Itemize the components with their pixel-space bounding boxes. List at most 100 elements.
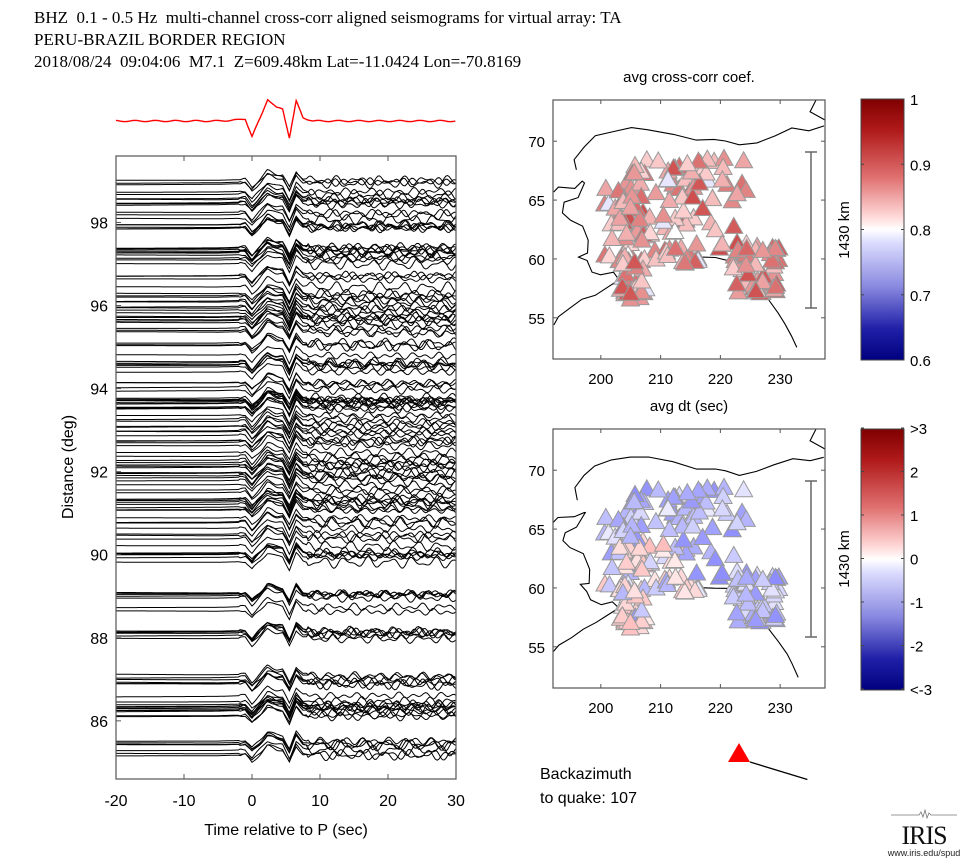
seismogram-trace	[116, 355, 456, 377]
station-triangle-icon	[610, 537, 630, 555]
seismogram-trace	[116, 582, 456, 603]
seismogram-trace	[116, 429, 456, 450]
station-triangle-icon	[736, 255, 756, 273]
station-triangle-icon	[665, 567, 686, 585]
map-x-tick-label: 200	[588, 371, 613, 388]
seismogram-trace	[116, 694, 456, 715]
seismogram-trace	[116, 202, 456, 222]
station-triangle-icon	[712, 563, 733, 581]
seismogram-trace	[116, 241, 456, 261]
station-triangle-icon	[733, 479, 754, 498]
map-y-tick-label: 70	[528, 134, 545, 151]
iris-logo-url: www.iris.edu/spud	[887, 848, 961, 858]
seismogram-trace	[116, 664, 456, 684]
map-y-tick-label: 55	[528, 640, 545, 657]
station-triangle-icon	[629, 209, 650, 227]
station-triangle-icon	[624, 162, 645, 181]
seismogram-trace	[116, 487, 456, 507]
seismogram-trace	[116, 310, 456, 330]
station-triangle-icon	[602, 557, 623, 575]
station-triangle-icon	[646, 182, 666, 201]
station-triangle-icon	[673, 200, 694, 219]
coastline-segment	[553, 511, 620, 652]
map1-scale-label: 1430 km	[836, 201, 853, 259]
section-x-tick-label: 30	[447, 793, 465, 810]
seismogram-trace	[116, 332, 456, 352]
station-triangle-icon	[664, 221, 685, 240]
station-triangle-icon	[658, 169, 678, 188]
station-triangle-icon	[620, 612, 641, 630]
seismogram-trace	[116, 666, 456, 687]
station-triangle-icon	[631, 281, 652, 300]
section-x-tick-label: -10	[172, 793, 195, 810]
station-triangle-icon	[712, 169, 733, 188]
seismogram-trace	[116, 536, 456, 556]
section-y-label: Distance (deg)	[60, 415, 77, 519]
seismogram-trace	[116, 705, 456, 726]
seismogram-trace	[116, 624, 456, 644]
seismogram-trace	[116, 729, 456, 751]
seismogram-trace	[116, 307, 456, 328]
station-triangle-icon	[765, 567, 786, 585]
seismogram-trace	[116, 411, 456, 431]
backazimuth-label-line2: to quake: 107	[540, 790, 637, 807]
seismogram-trace	[116, 172, 456, 192]
seismogram-trace	[116, 361, 456, 382]
station-triangle-icon	[686, 562, 707, 581]
seismogram-trace	[116, 596, 456, 617]
seismogram-logo-icon	[891, 808, 957, 820]
seismogram-trace	[116, 420, 456, 440]
section-frame	[115, 155, 457, 780]
coastline-segment	[574, 456, 824, 501]
station-triangle-icon	[686, 233, 707, 252]
seismogram-trace	[116, 496, 456, 517]
backazimuth-indicator: Backazimuth to quake: 107	[540, 743, 808, 807]
header-title-line1: BHZ 0.1 - 0.5 Hz multi-channel cross-cor…	[34, 8, 622, 27]
station-triangle-icon	[702, 188, 723, 207]
section-y-tick-label: 96	[90, 299, 108, 316]
seismogram-trace	[116, 275, 456, 295]
seismogram-trace	[116, 334, 456, 354]
seismogram-trace	[116, 685, 456, 705]
seismogram-trace	[116, 446, 456, 466]
station-triangle-icon	[752, 569, 773, 587]
seismogram-trace	[116, 247, 456, 266]
section-x-tick-label: 10	[311, 793, 329, 810]
station-triangle-icon	[636, 149, 657, 168]
colorbar-tick-label: -1	[910, 595, 923, 612]
station-triangle-icon	[738, 593, 758, 611]
colorbar-tick-label: 1	[910, 508, 918, 525]
map2-axes: 200 210 220 230 55 60 65 70	[528, 429, 825, 717]
seismogram-trace	[116, 317, 456, 338]
map-y-tick-label: 60	[528, 252, 545, 269]
seismogram-trace	[116, 425, 456, 445]
station-triangle-icon	[620, 197, 641, 215]
station-triangle-icon	[596, 507, 616, 525]
station-triangle-icon	[702, 517, 723, 536]
station-triangle-icon	[696, 492, 716, 510]
station-triangle-icon	[624, 251, 645, 270]
station-triangle-icon	[677, 153, 698, 172]
station-triangle-icon	[682, 515, 703, 534]
seismogram-trace	[116, 525, 456, 545]
map-x-tick-label: 210	[648, 700, 673, 717]
map-cross-corr: avg cross-corr coef. 200 210 220 230 55 60 65 7…	[528, 69, 931, 388]
map1-axes: 200 210 220 230 55 60 65 70	[528, 100, 825, 388]
seismogram-trace	[116, 290, 456, 310]
seismogram-trace	[116, 379, 456, 400]
seismogram-trace	[116, 481, 456, 500]
station-triangle-icon	[688, 151, 709, 169]
station-triangle-icon	[692, 527, 713, 546]
station-triangle-icon	[631, 610, 652, 629]
station-triangle-icon	[640, 222, 661, 241]
station-triangle-icon	[765, 238, 786, 256]
seismogram-trace	[116, 474, 456, 495]
station-triangle-icon	[727, 512, 747, 531]
seismogram-trace	[116, 740, 456, 761]
seismogram-trace	[116, 236, 456, 257]
station-triangle-icon	[736, 567, 757, 585]
station-triangle-icon	[599, 574, 620, 593]
seismogram-trace	[116, 302, 456, 323]
